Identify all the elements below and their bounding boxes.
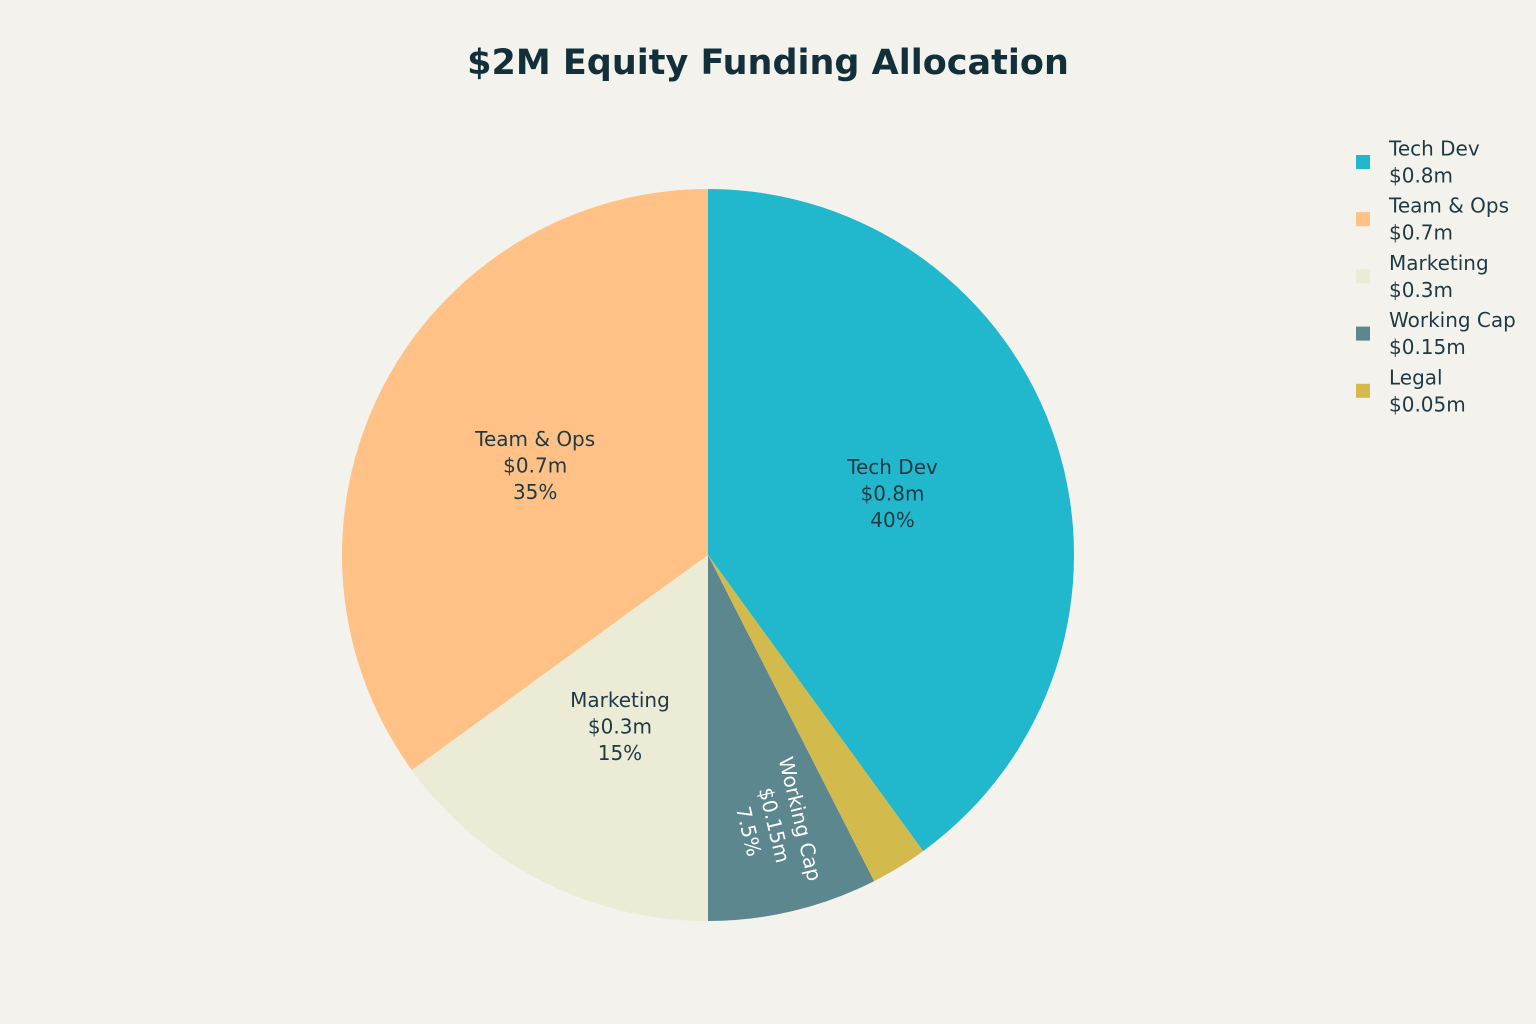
legend-amount: $0.15m — [1389, 335, 1466, 359]
legend-label: Working Cap — [1389, 308, 1516, 332]
slice-label-text: 35% — [513, 480, 557, 504]
slice-label-text: 40% — [870, 508, 914, 532]
legend-amount: $0.7m — [1389, 221, 1453, 245]
legend-swatch — [1356, 269, 1370, 284]
legend-amount: $0.05m — [1389, 392, 1466, 416]
legend-amount: $0.3m — [1389, 278, 1453, 302]
slice-label-text: Tech Dev — [846, 455, 938, 479]
legend-swatch — [1356, 212, 1370, 227]
slice-label: Team & Ops$0.7m 35% — [474, 427, 595, 504]
slice-label-text: $0.7m — [503, 453, 567, 477]
slice-label-text: Marketing — [570, 688, 670, 712]
pie-slice — [411, 555, 708, 921]
pie-slice — [708, 189, 1074, 852]
pie-slice — [342, 189, 708, 771]
legend-label: Marketing — [1389, 251, 1489, 275]
legend-label: Legal — [1389, 365, 1443, 389]
legend-label: Tech Dev — [1388, 137, 1480, 161]
slice-label-text: 15% — [598, 741, 642, 765]
slice-label-text: Team & Ops — [474, 427, 595, 451]
chart-title: $2M Equity Funding Allocation — [467, 43, 1069, 83]
slice-label-text: $0.8m — [860, 482, 924, 506]
slice-label-text: $0.3m — [588, 714, 652, 738]
legend-swatch — [1356, 383, 1370, 398]
legend-swatch — [1356, 326, 1370, 341]
legend-amount: $0.8m — [1389, 164, 1453, 188]
slice-label: Marketing$0.3m 15% — [570, 688, 670, 765]
legend-swatch — [1356, 155, 1370, 169]
pie-slice — [708, 555, 924, 882]
pie-slice — [708, 555, 875, 921]
legend-label: Team & Ops — [1388, 194, 1509, 218]
